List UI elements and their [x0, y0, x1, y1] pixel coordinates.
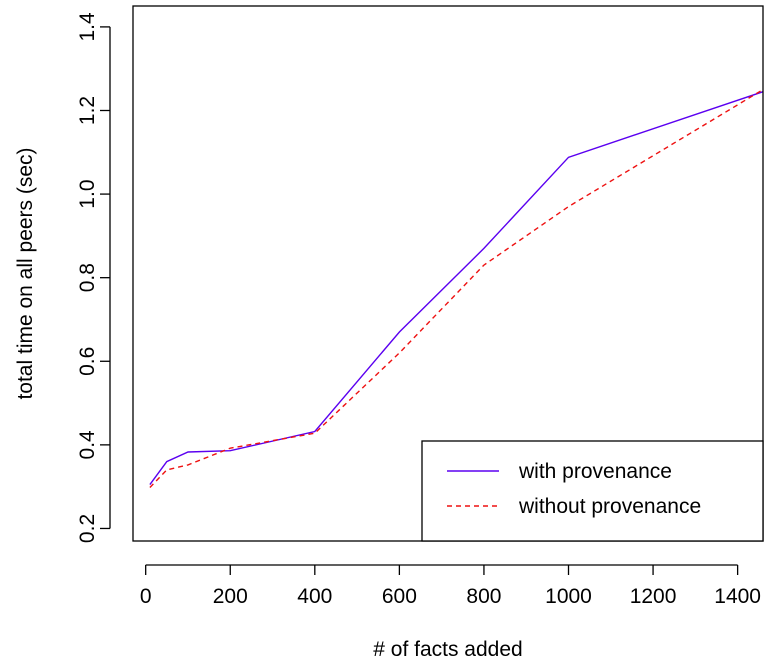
x-tick-label: 800 [466, 585, 501, 608]
x-tick-label: 1400 [714, 585, 761, 608]
y-tick-label: 1.4 [76, 12, 99, 42]
y-tick-label: 1.0 [76, 179, 99, 208]
series-line-without-provenance [149, 89, 763, 488]
x-tick-label: 200 [213, 585, 248, 608]
x-axis-title: # of facts added [373, 638, 522, 661]
x-tick-label: 1200 [630, 585, 677, 608]
y-axis: 0.2 0.4 0.6 0.8 1.0 1.2 1.4 [76, 12, 111, 543]
y-tick-label: 0.4 [76, 430, 99, 460]
x-tick-label: 600 [382, 585, 417, 608]
y-tick-label: 1.2 [76, 96, 99, 125]
series-layer [149, 89, 763, 488]
y-tick-label: 0.6 [76, 347, 99, 376]
legend-label: without provenance [518, 495, 701, 518]
x-tick-label: 1000 [545, 585, 592, 608]
y-axis-title: total time on all peers (sec) [14, 147, 37, 399]
series-line-with-provenance [149, 91, 763, 486]
x-tick-label: 400 [297, 585, 332, 608]
x-axis: 0 200 400 600 800 1000 1200 1400 [140, 564, 761, 608]
legend-box [421, 440, 764, 542]
legend-label: with provenance [518, 460, 672, 483]
legend: with provenance without provenance [421, 440, 764, 542]
x-tick-label: 0 [140, 585, 152, 608]
y-tick-label: 0.2 [76, 514, 99, 543]
y-tick-label: 0.8 [76, 263, 99, 292]
